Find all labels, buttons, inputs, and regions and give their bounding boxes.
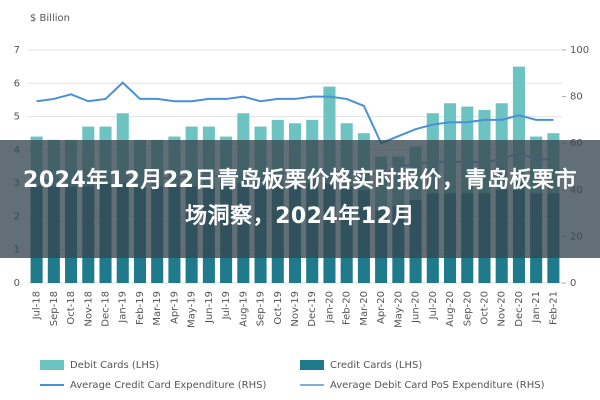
x-tick-label: Feb-20 — [342, 291, 353, 325]
y2-tick-label: 80 — [570, 92, 583, 103]
x-tick-label: Jul-18 — [32, 291, 43, 320]
y2-tick-label: 100 — [570, 45, 589, 56]
x-tick-label: Oct-18 — [66, 291, 77, 325]
x-tick-label: May-20 — [393, 291, 404, 328]
x-tick-label: May-19 — [187, 291, 198, 328]
x-tick-label: Mar-20 — [359, 291, 370, 326]
x-tick-label: Feb-19 — [135, 291, 146, 325]
x-tick-label: Feb-21 — [548, 291, 559, 325]
line — [36, 81, 554, 145]
x-tick-label: Jun-20 — [411, 291, 422, 324]
y-tick-label: 5 — [14, 112, 20, 123]
x-tick-label: Nov-20 — [497, 291, 508, 327]
x-tick-label: Apr-19 — [169, 291, 180, 324]
y-axis-label: $ Billion — [30, 13, 70, 24]
x-tick-label: Dec-20 — [514, 291, 525, 327]
x-tick-label: Jun-19 — [204, 291, 215, 324]
x-tick-label: Jan-19 — [118, 291, 129, 324]
x-tick-label: Sep-19 — [256, 291, 267, 326]
x-tick-label: Nov-19 — [290, 291, 301, 327]
y2-tick-label: 0 — [570, 278, 576, 289]
y-tick-label: 0 — [14, 278, 20, 289]
x-tick-label: Jul-20 — [428, 291, 439, 320]
banner: 2024年12月22日青岛板栗价格实时报价，青岛板栗市场洞察，2024年12月 — [0, 140, 600, 258]
x-tick-label: Nov-18 — [83, 291, 94, 327]
y-tick-label: 7 — [14, 45, 20, 56]
legend-label: Average Debit Card PoS Expenditure (RHS) — [330, 380, 545, 391]
x-tick-label: Aug-19 — [238, 291, 249, 327]
x-tick-label: Sep-18 — [49, 291, 60, 326]
x-tick-label: Jan-21 — [531, 291, 542, 324]
x-tick-label: Apr-20 — [376, 291, 387, 324]
legend-label: Debit Cards (LHS) — [70, 360, 159, 371]
banner-text: 2024年12月22日青岛板栗价格实时报价，青岛板栗市场洞察，2024年12月 — [23, 168, 577, 229]
x-tick-label: Oct-20 — [479, 291, 490, 325]
x-tick-label: Oct-19 — [273, 291, 284, 325]
x-tick-label: Sep-20 — [462, 291, 473, 326]
x-tick-label: Dec-19 — [307, 291, 318, 327]
legend-swatch — [40, 360, 64, 370]
x-tick-label: Jan-20 — [324, 291, 335, 324]
legend-label: Credit Cards (LHS) — [330, 360, 422, 371]
y-tick-label: 6 — [14, 78, 20, 89]
x-tick-label: Mar-19 — [152, 291, 163, 326]
legend-swatch — [300, 360, 324, 370]
x-tick-label: Aug-20 — [445, 291, 456, 327]
x-tick-label: Jul-19 — [221, 291, 232, 320]
x-tick-label: Dec-18 — [101, 291, 112, 327]
legend-label: Average Credit Card Expenditure (RHS) — [70, 380, 266, 391]
